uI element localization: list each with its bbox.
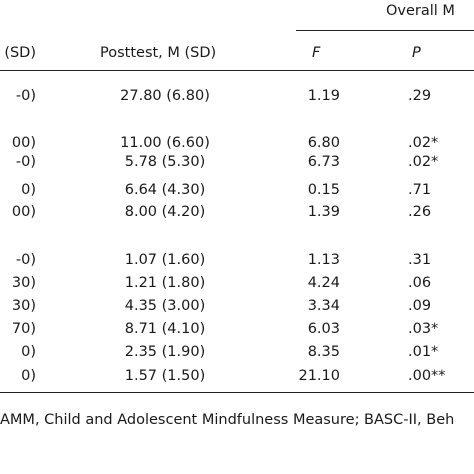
footnote: AMM, Child and Adolescent Mindfulness Me…: [0, 412, 455, 428]
table-cell: 6.03: [307, 321, 340, 337]
table-cell: 0): [21, 182, 36, 198]
table-cell: .02*: [408, 154, 439, 170]
table-cell: .02*: [408, 135, 439, 151]
table-cell: 6.73: [307, 154, 340, 170]
table-cell: 1.57 (1.50): [124, 368, 206, 384]
table-cell: 8.35: [307, 344, 340, 360]
table-cell: .00**: [408, 368, 446, 384]
table-cell: 0): [21, 368, 36, 384]
table-cell: .31: [408, 252, 432, 268]
table-cell: .29: [408, 88, 432, 104]
table-cell: .26: [408, 204, 432, 220]
table-cell: .06: [408, 275, 432, 291]
column-header: F: [312, 45, 321, 61]
table-cell: 8.71 (4.10): [124, 321, 206, 337]
rule: [0, 70, 474, 71]
table-cell: -0): [15, 88, 36, 104]
column-header: P: [412, 45, 421, 61]
table-cell: 11.00 (6.60): [120, 135, 210, 151]
table-cell: 0): [21, 344, 36, 360]
table-cell: 5.78 (5.30): [124, 154, 206, 170]
table-cell: 6.64 (4.30): [124, 182, 206, 198]
table-cell: -0): [15, 154, 36, 170]
table-cell: 30): [11, 298, 36, 314]
table-cell: 30): [11, 275, 36, 291]
table-cell: 1.39: [307, 204, 340, 220]
rule: [0, 392, 474, 393]
table-cell: .09: [408, 298, 432, 314]
table-cell: 21.10: [298, 368, 340, 384]
table-cell: 1.07 (1.60): [124, 252, 206, 268]
group-header: Overall M: [386, 3, 455, 19]
table-cell: 4.24: [307, 275, 340, 291]
table-cell: .71: [408, 182, 432, 198]
table-cell: .03*: [408, 321, 439, 337]
table-cell: 00): [11, 204, 36, 220]
table-cell: 70): [11, 321, 36, 337]
table-cell: 3.34: [307, 298, 340, 314]
table-cell: 1.13: [307, 252, 340, 268]
table-cell: 6.80: [307, 135, 340, 151]
table-cell: 1.19: [307, 88, 340, 104]
column-header: Posttest, M (SD): [100, 45, 217, 61]
rule: [296, 30, 474, 31]
table-cell: 2.35 (1.90): [124, 344, 206, 360]
table-cell: 0.15: [307, 182, 340, 198]
column-header: (SD): [4, 45, 36, 61]
table-cell: .01*: [408, 344, 439, 360]
table-cell: -0): [15, 252, 36, 268]
table-cell: 27.80 (6.80): [120, 88, 210, 104]
table-cell: 00): [11, 135, 36, 151]
table-cell: 4.35 (3.00): [124, 298, 206, 314]
table-cell: 8.00 (4.20): [124, 204, 206, 220]
table-cell: 1.21 (1.80): [124, 275, 206, 291]
